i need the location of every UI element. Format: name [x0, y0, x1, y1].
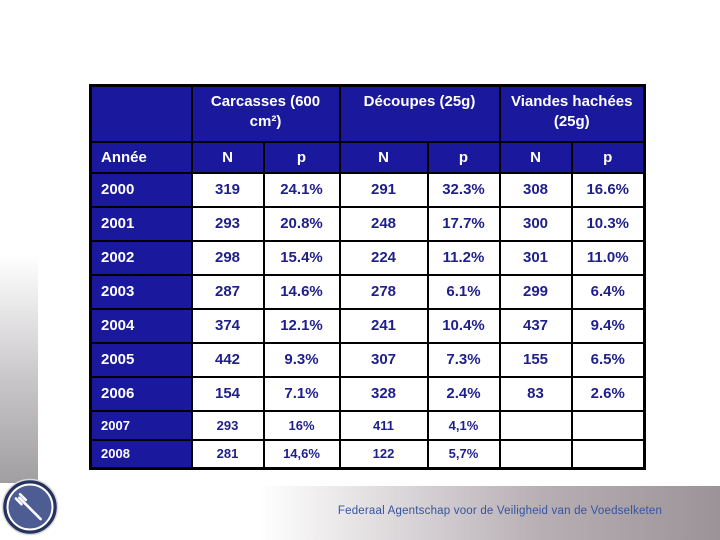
value-cell: 241	[338, 307, 429, 344]
value-cell: 2.4%	[426, 375, 501, 412]
value-cell: 122	[338, 438, 429, 470]
value-cell: 154	[190, 375, 265, 412]
value-cell: 442	[190, 341, 265, 378]
value-cell: 32.3%	[426, 171, 501, 208]
value-cell: 14.6%	[262, 273, 341, 310]
value-cell: 155	[498, 341, 573, 378]
prevalence-table: Carcasses (600 cm²) Découpes (25g) Viand…	[89, 84, 646, 470]
value-cell: 83	[498, 375, 573, 412]
year-cell: 2004	[89, 307, 193, 344]
value-cell	[570, 438, 646, 470]
value-cell: 287	[190, 273, 265, 310]
value-cell: 248	[338, 205, 429, 242]
favv-logo	[1, 478, 59, 536]
value-cell: 2.6%	[570, 375, 646, 412]
value-cell	[570, 409, 646, 441]
value-cell: 5,7%	[426, 438, 501, 470]
value-cell: 17.7%	[426, 205, 501, 242]
value-cell: 411	[338, 409, 429, 441]
table-row: 2004 374 12.1% 241 10.4% 437 9.4%	[89, 307, 646, 344]
subheader-p2: p	[426, 140, 501, 174]
value-cell: 299	[498, 273, 573, 310]
table-group-header-row: Carcasses (600 cm²) Découpes (25g) Viand…	[89, 84, 646, 143]
table-row: 2001 293 20.8% 248 17.7% 300 10.3%	[89, 205, 646, 242]
year-cell: 2002	[89, 239, 193, 276]
value-cell: 291	[338, 171, 429, 208]
value-cell: 6.5%	[570, 341, 646, 378]
group-header-decoupes: Découpes (25g)	[338, 84, 501, 143]
value-cell: 437	[498, 307, 573, 344]
subheader-p3: p	[570, 140, 646, 174]
footer-text: Federaal Agentschap voor de Veiligheid v…	[337, 505, 663, 517]
year-cell: 2008	[89, 438, 193, 470]
value-cell: 16.6%	[570, 171, 646, 208]
table-row: 2008 281 14,6% 122 5,7%	[89, 438, 646, 470]
value-cell: 6.1%	[426, 273, 501, 310]
value-cell: 300	[498, 205, 573, 242]
table-row: 2002 298 15.4% 224 11.2% 301 11.0%	[89, 239, 646, 276]
value-cell: 11.2%	[426, 239, 501, 276]
value-cell: 307	[338, 341, 429, 378]
value-cell: 308	[498, 171, 573, 208]
value-cell: 293	[190, 409, 265, 441]
value-cell: 374	[190, 307, 265, 344]
value-cell: 9.3%	[262, 341, 341, 378]
value-cell: 16%	[262, 409, 341, 441]
year-cell: 2006	[89, 375, 193, 412]
group-header-carcasses: Carcasses (600 cm²)	[190, 84, 341, 143]
value-cell: 15.4%	[262, 239, 341, 276]
value-cell: 4,1%	[426, 409, 501, 441]
subheader-n1: N	[190, 140, 265, 174]
value-cell: 319	[190, 171, 265, 208]
value-cell: 7.3%	[426, 341, 501, 378]
value-cell: 24.1%	[262, 171, 341, 208]
year-cell: 2005	[89, 341, 193, 378]
value-cell: 9.4%	[570, 307, 646, 344]
left-gradient-band	[0, 255, 38, 483]
value-cell: 301	[498, 239, 573, 276]
value-cell: 10.3%	[570, 205, 646, 242]
subheader-annee: Année	[89, 140, 193, 174]
value-cell	[498, 409, 573, 441]
fork-icon	[1, 478, 59, 536]
table-row: 2007 293 16% 411 4,1%	[89, 409, 646, 441]
group-header-viandes-hachees: Viandes hachées (25g)	[498, 84, 646, 143]
table-subheader-row: Année N p N p N p	[89, 140, 646, 174]
subheader-p1: p	[262, 140, 341, 174]
value-cell: 278	[338, 273, 429, 310]
value-cell: 281	[190, 438, 265, 470]
year-cell: 2000	[89, 171, 193, 208]
subheader-n2: N	[338, 140, 429, 174]
value-cell: 7.1%	[262, 375, 341, 412]
value-cell: 11.0%	[570, 239, 646, 276]
value-cell	[498, 438, 573, 470]
table-row: 2005 442 9.3% 307 7.3% 155 6.5%	[89, 341, 646, 378]
year-cell: 2001	[89, 205, 193, 242]
table-row: 2006 154 7.1% 328 2.4% 83 2.6%	[89, 375, 646, 412]
value-cell: 14,6%	[262, 438, 341, 470]
subheader-n3: N	[498, 140, 573, 174]
value-cell: 293	[190, 205, 265, 242]
value-cell: 20.8%	[262, 205, 341, 242]
value-cell: 6.4%	[570, 273, 646, 310]
value-cell: 224	[338, 239, 429, 276]
value-cell: 298	[190, 239, 265, 276]
value-cell: 10.4%	[426, 307, 501, 344]
value-cell: 328	[338, 375, 429, 412]
table-row: 2000 319 24.1% 291 32.3% 308 16.6%	[89, 171, 646, 208]
corner-cell	[89, 84, 193, 143]
bottom-gradient-band	[0, 486, 720, 540]
year-cell: 2003	[89, 273, 193, 310]
table-row: 2003 287 14.6% 278 6.1% 299 6.4%	[89, 273, 646, 310]
year-cell: 2007	[89, 409, 193, 441]
value-cell: 12.1%	[262, 307, 341, 344]
